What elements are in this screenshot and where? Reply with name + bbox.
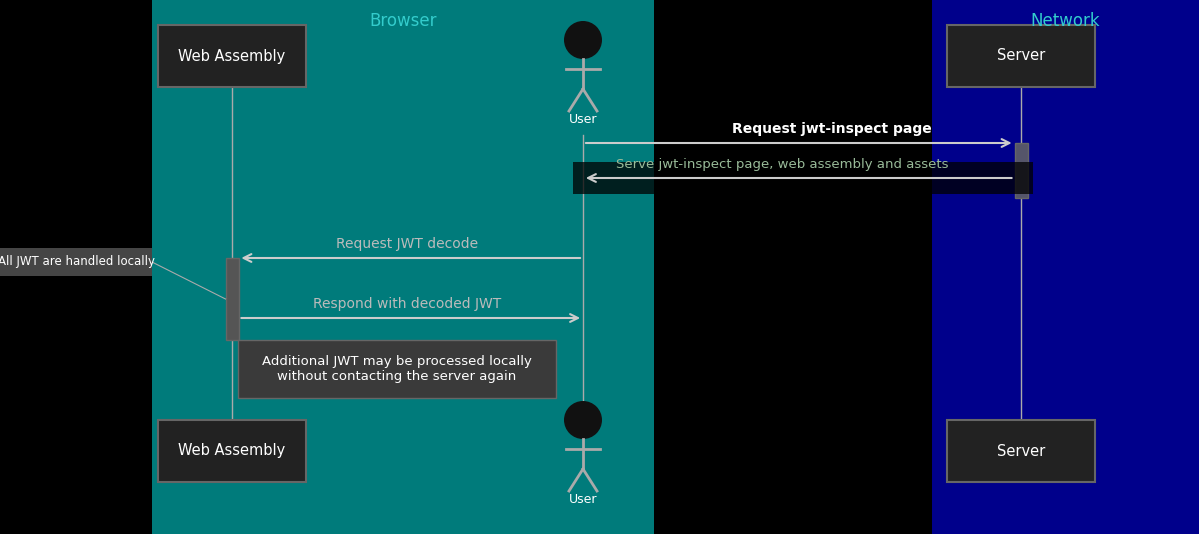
Text: Respond with decoded JWT: Respond with decoded JWT [313,297,501,311]
Bar [932,0,1199,534]
FancyBboxPatch shape [1014,143,1028,198]
Circle shape [564,21,602,59]
Text: Server: Server [996,444,1046,459]
Text: Request JWT decode: Request JWT decode [337,237,478,251]
Text: User: User [568,113,597,126]
Text: User: User [568,493,597,506]
Text: All JWT are handled locally: All JWT are handled locally [0,255,155,269]
Text: Request jwt-inspect page: Request jwt-inspect page [733,122,932,136]
Text: Network: Network [1031,12,1101,30]
Circle shape [564,401,602,439]
Text: Additional JWT may be processed locally
without contacting the server again: Additional JWT may be processed locally … [263,355,532,383]
FancyBboxPatch shape [158,420,306,482]
Text: Serve jwt-inspect page, web assembly and assets: Serve jwt-inspect page, web assembly and… [616,158,948,171]
Bar [152,0,653,534]
FancyBboxPatch shape [947,25,1095,87]
Text: Web Assembly: Web Assembly [179,49,285,64]
Text: Web Assembly: Web Assembly [179,444,285,459]
FancyBboxPatch shape [158,25,306,87]
FancyBboxPatch shape [225,258,239,340]
Bar [573,162,1032,194]
Text: Browser: Browser [369,12,436,30]
FancyBboxPatch shape [947,420,1095,482]
FancyBboxPatch shape [237,340,556,398]
FancyBboxPatch shape [0,248,152,276]
Text: Server: Server [996,49,1046,64]
